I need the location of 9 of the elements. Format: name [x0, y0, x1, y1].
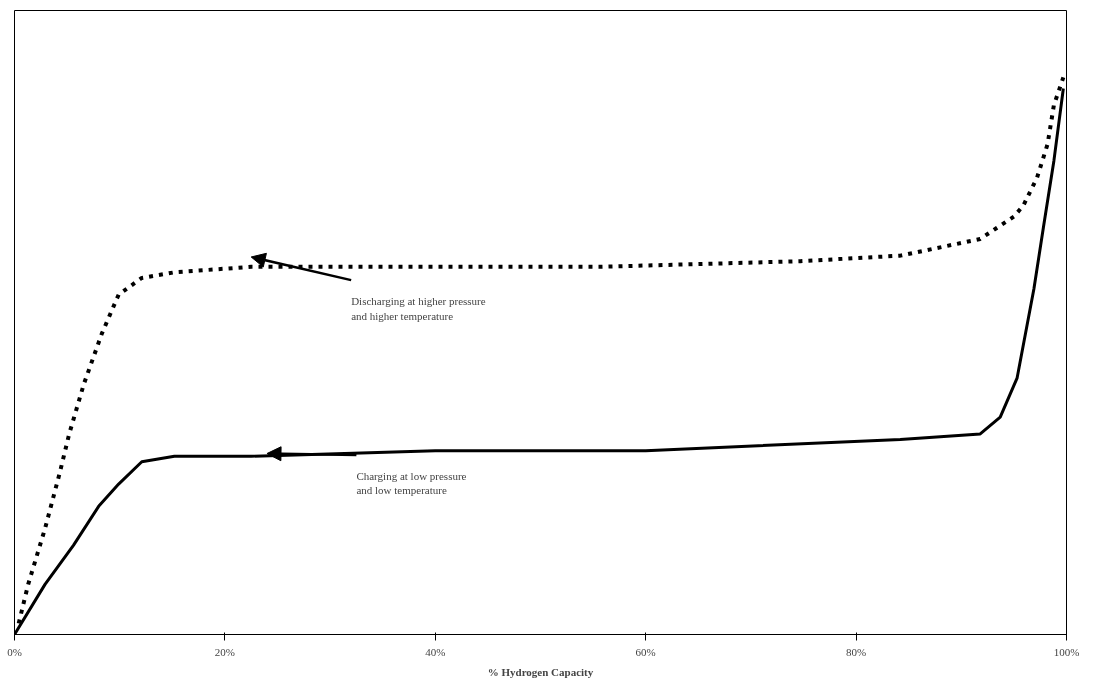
- x-tick-label: 20%: [214, 645, 235, 658]
- annotation: Charging at low pressure and low temperature: [356, 470, 467, 497]
- x-tick-label: 60%: [635, 645, 656, 658]
- x-axis-title: % Hydrogen Capacity: [487, 665, 594, 678]
- x-tick-label: 80%: [846, 645, 867, 658]
- x-tick-label: 40%: [425, 645, 446, 658]
- annotation: Discharging at higher pressure and higher temperature: [351, 295, 486, 322]
- x-tick-label: 100%: [1053, 645, 1080, 658]
- x-tick-label: 0%: [7, 645, 22, 658]
